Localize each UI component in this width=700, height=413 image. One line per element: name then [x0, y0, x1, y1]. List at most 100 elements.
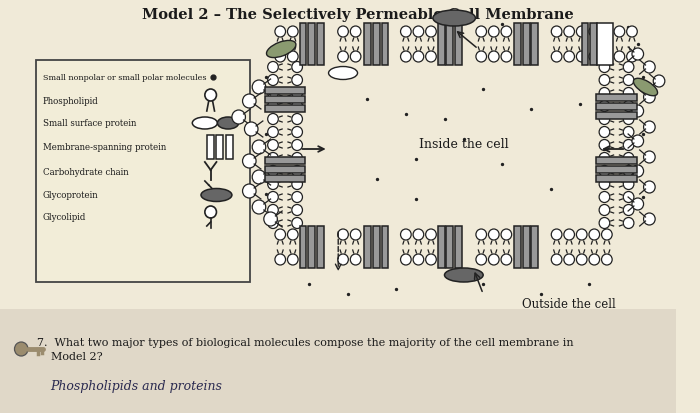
FancyBboxPatch shape — [317, 24, 323, 66]
Text: Small nonpolar or small polar molecules: Small nonpolar or small polar molecules — [43, 74, 206, 82]
FancyBboxPatch shape — [216, 136, 223, 159]
Circle shape — [242, 95, 256, 109]
Circle shape — [643, 62, 655, 74]
Circle shape — [350, 230, 361, 240]
Circle shape — [623, 88, 634, 99]
Circle shape — [489, 254, 499, 266]
FancyBboxPatch shape — [597, 24, 612, 66]
Circle shape — [292, 114, 302, 125]
Circle shape — [242, 154, 256, 169]
Circle shape — [601, 230, 612, 240]
FancyBboxPatch shape — [531, 24, 538, 66]
FancyBboxPatch shape — [300, 24, 307, 66]
FancyBboxPatch shape — [36, 61, 251, 282]
Circle shape — [589, 27, 600, 38]
Circle shape — [292, 205, 302, 216]
Circle shape — [292, 179, 302, 190]
Circle shape — [426, 27, 436, 38]
Circle shape — [552, 230, 562, 240]
FancyBboxPatch shape — [226, 136, 233, 159]
Circle shape — [426, 254, 436, 266]
Circle shape — [599, 153, 610, 164]
Circle shape — [599, 166, 610, 177]
FancyBboxPatch shape — [596, 176, 637, 183]
Circle shape — [599, 205, 610, 216]
Circle shape — [267, 140, 279, 151]
Circle shape — [275, 27, 286, 38]
Circle shape — [599, 88, 610, 99]
Ellipse shape — [267, 41, 296, 58]
Circle shape — [275, 230, 286, 240]
Circle shape — [632, 106, 643, 118]
Circle shape — [552, 254, 562, 266]
Circle shape — [337, 52, 349, 63]
Circle shape — [205, 90, 216, 102]
Circle shape — [643, 214, 655, 225]
Circle shape — [552, 52, 562, 63]
Ellipse shape — [218, 118, 239, 130]
FancyBboxPatch shape — [523, 226, 529, 268]
Circle shape — [626, 52, 637, 63]
Circle shape — [252, 141, 266, 154]
Circle shape — [242, 185, 256, 199]
Circle shape — [576, 27, 587, 38]
FancyBboxPatch shape — [364, 24, 371, 66]
Circle shape — [564, 254, 575, 266]
Circle shape — [589, 230, 600, 240]
Text: Outside the cell: Outside the cell — [522, 297, 615, 310]
Ellipse shape — [634, 79, 657, 97]
Circle shape — [623, 153, 634, 164]
Circle shape — [267, 62, 279, 74]
FancyBboxPatch shape — [373, 24, 380, 66]
Circle shape — [614, 52, 624, 63]
Circle shape — [599, 192, 610, 203]
Circle shape — [288, 230, 298, 240]
Circle shape — [623, 62, 634, 74]
Circle shape — [599, 62, 610, 74]
Circle shape — [599, 101, 610, 112]
Circle shape — [632, 49, 643, 61]
Circle shape — [476, 230, 486, 240]
FancyBboxPatch shape — [523, 24, 529, 66]
Circle shape — [267, 205, 279, 216]
Circle shape — [426, 52, 436, 63]
Circle shape — [601, 27, 612, 38]
Circle shape — [275, 254, 286, 266]
FancyBboxPatch shape — [308, 226, 315, 268]
FancyBboxPatch shape — [590, 24, 597, 66]
Circle shape — [623, 166, 634, 177]
FancyBboxPatch shape — [455, 24, 462, 66]
Text: Carbohydrate chain: Carbohydrate chain — [43, 168, 128, 177]
Circle shape — [400, 52, 411, 63]
Circle shape — [623, 192, 634, 203]
Circle shape — [623, 140, 634, 151]
FancyBboxPatch shape — [265, 97, 305, 104]
Circle shape — [413, 230, 424, 240]
Circle shape — [15, 342, 28, 356]
Circle shape — [337, 254, 349, 266]
FancyBboxPatch shape — [596, 113, 637, 120]
FancyBboxPatch shape — [300, 226, 307, 268]
Text: Model 2 – The Selectively Permeable Cell Membrane: Model 2 – The Selectively Permeable Cell… — [141, 8, 573, 22]
Circle shape — [413, 254, 424, 266]
Circle shape — [614, 27, 624, 38]
Circle shape — [267, 218, 279, 229]
Circle shape — [564, 230, 575, 240]
Circle shape — [413, 27, 424, 38]
Circle shape — [599, 127, 610, 138]
Circle shape — [267, 166, 279, 177]
Circle shape — [292, 62, 302, 74]
Text: 7.  What two major types of biological molecules compose the majority of the cel: 7. What two major types of biological mo… — [36, 337, 573, 347]
Circle shape — [288, 27, 298, 38]
Circle shape — [244, 123, 258, 137]
Circle shape — [501, 52, 512, 63]
FancyBboxPatch shape — [455, 226, 462, 268]
Circle shape — [623, 179, 634, 190]
Circle shape — [576, 230, 587, 240]
Circle shape — [476, 27, 486, 38]
Circle shape — [632, 166, 643, 178]
Circle shape — [501, 254, 512, 266]
Circle shape — [552, 27, 562, 38]
Circle shape — [400, 27, 411, 38]
Circle shape — [292, 166, 302, 177]
